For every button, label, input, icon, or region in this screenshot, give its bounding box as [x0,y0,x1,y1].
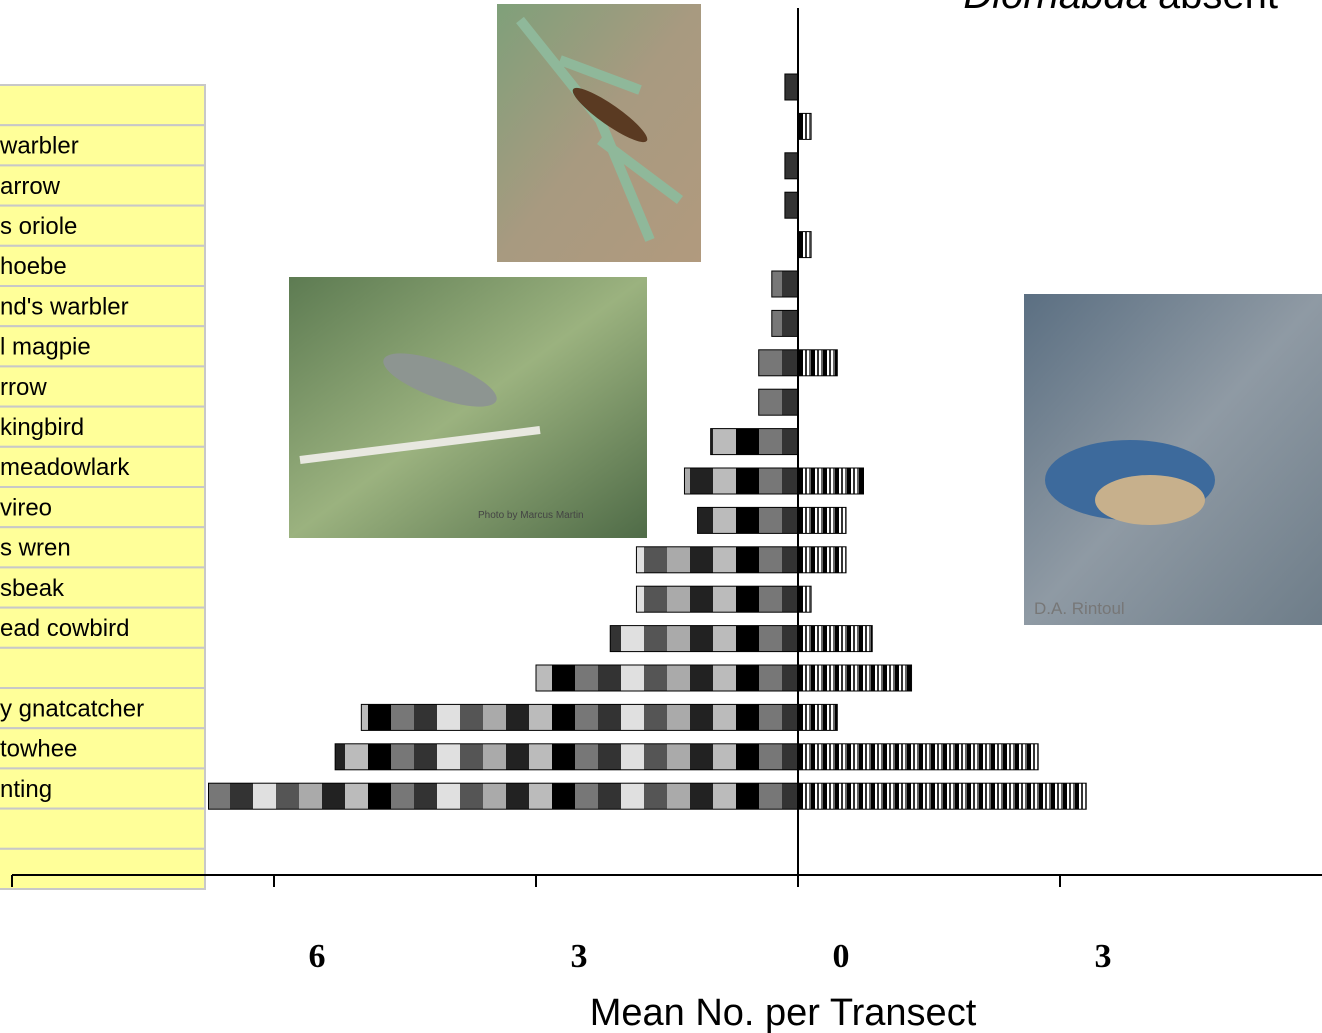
bar [772,310,798,336]
bar [209,783,799,809]
category-label: nd's warbler [0,293,129,320]
x-tick-label: 3 [1095,938,1112,975]
bar [759,389,798,415]
category-label: s oriole [0,213,77,240]
photo-credit: D.A. Rintoul [1034,599,1125,618]
bar [798,468,864,494]
table-cell [0,85,205,125]
chart-title: Diorhabda absent [963,0,1278,17]
chart: warbler arrow s oriole hoebe nd's warbler l m… [0,0,1322,1033]
bar [798,507,846,533]
bar [636,586,798,612]
bar [798,704,837,730]
bar [798,665,912,691]
bunting-breast [1095,475,1205,525]
category-label: arrow [0,173,61,200]
bar [798,783,1086,809]
category-label: nting [0,776,52,803]
bar [798,744,1038,770]
bar [698,507,798,533]
category-label: y gnatcatcher [0,695,144,722]
bar [785,74,798,100]
bar [711,429,798,455]
bar [798,350,837,376]
bar [785,192,798,218]
bar [772,271,798,297]
category-label: meadowlark [0,454,130,481]
x-tick-label: 3 [571,938,588,975]
category-label: sbeak [0,575,65,602]
bar [798,586,811,612]
title-species: Diorhabda [963,0,1148,17]
table-cell [0,849,205,889]
bar [335,744,798,770]
bar [361,704,798,730]
x-axis-title: Mean No. per Transect [590,992,977,1033]
bar [759,350,798,376]
category-label: rrow [0,374,47,401]
bar [636,547,798,573]
category-label: ead cowbird [0,615,129,642]
x-tick-label: 6 [309,938,326,975]
x-tick-label: 0 [833,938,850,975]
category-label: kingbird [0,414,84,441]
bar [798,232,811,258]
bar [785,153,798,179]
bar [610,626,798,652]
category-label: towhee [0,736,77,763]
category-label: hoebe [0,253,67,280]
category-label: vireo [0,494,52,521]
beetle-photo [497,4,701,262]
title-text: absent [1158,0,1278,17]
gnatcatcher-photo [289,277,647,538]
bar [798,626,872,652]
bar [798,547,846,573]
bar [798,113,811,139]
category-label: warbler [0,133,79,160]
category-label: l magpie [0,334,91,361]
label-table: warbler arrow s oriole hoebe nd's warbler l m… [0,85,205,889]
table-cell [0,809,205,849]
category-label: s wren [0,535,71,562]
photo-credit: Photo by Marcus Martin [478,510,584,521]
bar [684,468,798,494]
bar [536,665,798,691]
table-cell [0,648,205,688]
